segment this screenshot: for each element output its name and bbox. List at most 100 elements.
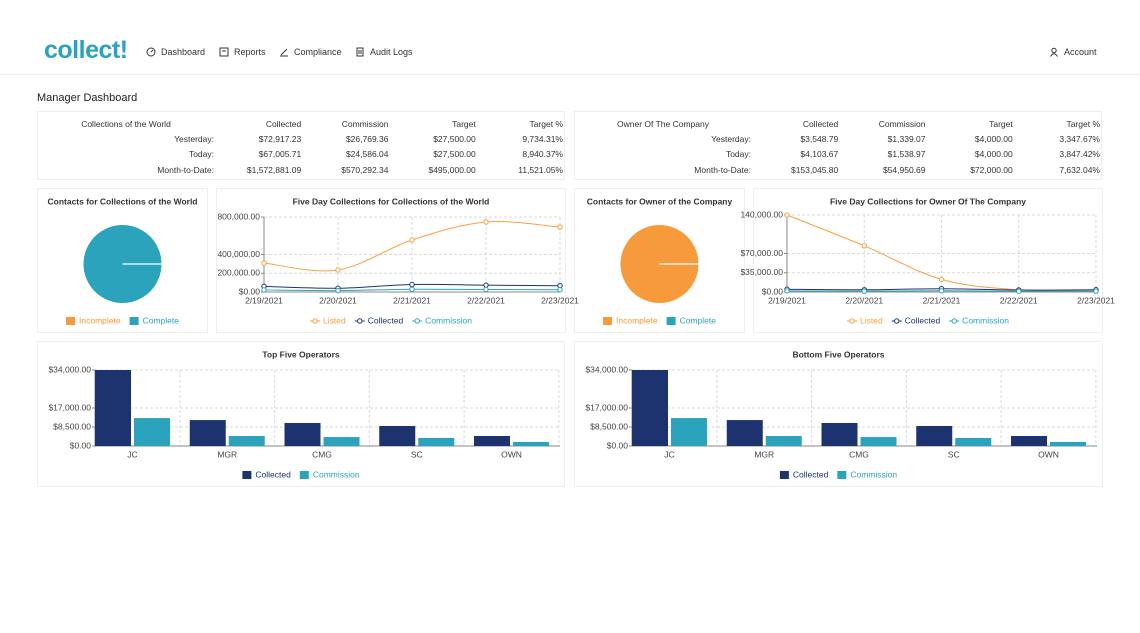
column-header: Target % [529, 118, 563, 129]
legend-label: Commission [962, 315, 1009, 325]
cell: $72,917.23 [258, 133, 302, 144]
stats-table: Collections of the World Collected Commiss… [38, 116, 563, 178]
data-point [483, 282, 489, 288]
bar [418, 437, 455, 446]
nav-label: Compliance [294, 47, 342, 57]
legend-label: Collected [905, 315, 941, 325]
data-point [1093, 288, 1099, 294]
bar [765, 436, 802, 446]
panel-border [37, 188, 208, 333]
legend-label: Listed [323, 315, 346, 325]
x-tick-label: OWN [1038, 449, 1059, 459]
bar [323, 437, 360, 446]
nav-label: Dashboard [161, 47, 206, 57]
x-tick-label: 2/21/2021 [393, 295, 431, 305]
y-tick-label: $0.00 [239, 286, 261, 296]
nav-compliance[interactable]: Compliance [279, 47, 342, 57]
icon [356, 47, 364, 57]
x-tick-label: 2/22/2021 [1000, 295, 1038, 305]
legend-swatch [129, 317, 139, 325]
x-tick-label: SC [411, 449, 423, 459]
nav-audit-logs[interactable]: Audit Logs [355, 47, 413, 57]
cell: $72,000.00 [970, 164, 1013, 175]
x-tick-label: 2/19/2021 [768, 295, 806, 305]
cell: $26,769.36 [345, 133, 389, 144]
icon [280, 48, 288, 57]
data-point [483, 219, 489, 225]
top-nav: collect! Dashboard Reports Compliance Au… [0, 0, 1140, 75]
legend-swatch [666, 317, 676, 325]
data-point [784, 212, 790, 218]
data-point [861, 288, 867, 294]
data-point [1016, 288, 1022, 294]
panel-border [37, 341, 565, 487]
nav-label: Audit Logs [370, 47, 413, 57]
x-tick-label: 2/20/2021 [319, 295, 357, 305]
header-row: Collections of the World Collected Commiss… [38, 116, 563, 131]
bar [513, 441, 549, 446]
x-tick-label: JC [664, 449, 674, 459]
legend: Incomplete Complete [603, 315, 716, 325]
stats-table: Owner Of The Company Collected Commission T… [575, 116, 1100, 178]
cell: $495,000.00 [428, 164, 476, 175]
legend: Listed Collected Commission [847, 315, 1009, 325]
y-tick-label: $35,000.00 [740, 267, 783, 277]
legend-swatch [849, 318, 855, 324]
legend: Listed Collected Commission [310, 315, 472, 325]
bar [955, 437, 992, 446]
chart-panel: Top Five Operators JC MGR CMG SC OWN $0.00 $8,5… [37, 341, 565, 487]
legend-label: Incomplete [79, 315, 121, 325]
y-tick-label: $17,000.00 [48, 402, 91, 412]
nav-label: Reports [234, 47, 266, 57]
bar [379, 425, 416, 446]
nav-reports[interactable]: Reports [219, 47, 266, 57]
legend-swatch [779, 471, 789, 479]
chart-title: Top Five Operators [262, 349, 340, 359]
cell: $3,548.79 [800, 133, 839, 144]
cell: $570,292.34 [341, 164, 389, 175]
cell: $27,500.00 [433, 133, 476, 144]
bar [1011, 436, 1047, 446]
bar [632, 370, 668, 446]
cell: 9,734.31% [522, 133, 563, 144]
table-row: Yesterday: $72,917.23 $26,769.36 $27,500.00… [38, 131, 563, 147]
bar [821, 422, 858, 446]
y-tick-label: $0.00 [607, 440, 629, 450]
column-header: Commission [341, 118, 389, 129]
x-tick-label: SC [948, 449, 960, 459]
y-tick-label: $8,500.00 [53, 421, 91, 431]
legend-swatch [414, 318, 420, 324]
cell: 8,940.37% [522, 149, 563, 160]
cell: $1,572,881.09 [246, 164, 302, 175]
panel-border [574, 341, 1103, 487]
legend: Collected Commission [242, 469, 360, 479]
logo[interactable]: collect! [44, 36, 128, 64]
legend-swatch [603, 317, 613, 325]
nav-account[interactable]: Account [1049, 47, 1097, 57]
y-tick-label: 200,000.00 [217, 268, 260, 278]
y-tick-label: $34,000.00 [48, 364, 91, 374]
column-header: Target % [1066, 118, 1100, 129]
nav-dashboard[interactable]: Dashboard [146, 47, 205, 57]
legend-label: Collected [255, 469, 291, 479]
data-point [557, 286, 563, 293]
x-tick-label: 2/23/2021 [541, 295, 579, 305]
bar [1050, 441, 1086, 446]
table-row: Month-to-Date: $153,045.80 $54,950.69 $72,0… [575, 162, 1100, 178]
data-point [335, 267, 341, 273]
chart-panel: Contacts for Collections of the World Inc… [37, 188, 208, 333]
table-row: Month-to-Date: $1,572,881.09 $570,292.34 $4… [38, 162, 563, 178]
cell: 3,347.67% [1059, 133, 1100, 144]
data-point [409, 286, 415, 292]
y-tick-label: 140,000.00 [740, 209, 783, 219]
cell: Month-to-Date: [694, 164, 751, 175]
cell: $153,045.80 [790, 164, 839, 175]
chart-title: Contacts for Collections of the World [47, 196, 197, 206]
y-tick-label: $0.00 [70, 440, 92, 450]
cell: $4,000.00 [974, 149, 1013, 160]
stats-panel: Owner Of The Company Collected Commission T… [574, 111, 1102, 180]
y-tick-label: $0.00 [762, 286, 784, 296]
panel-border [216, 188, 566, 333]
legend-swatch [299, 471, 309, 479]
chart-panel: Contacts for Owner of the Company Incompl… [574, 188, 745, 333]
